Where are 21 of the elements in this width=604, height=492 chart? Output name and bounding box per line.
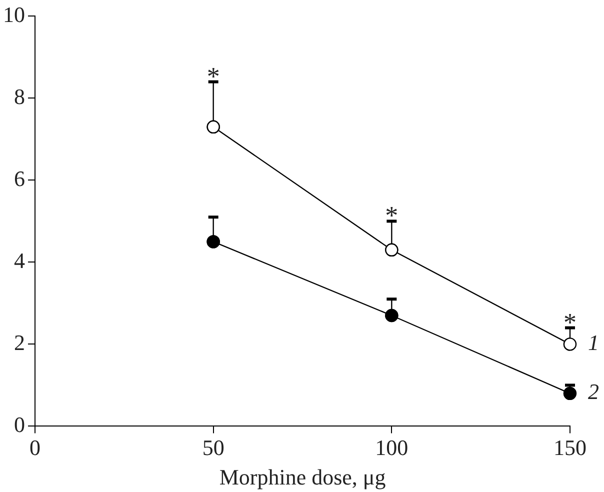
x-tick-label: 0 [30,435,40,460]
x-tick-label: 100 [375,435,408,460]
y-tick-label: 6 [14,166,25,191]
series-label: 1 [588,330,599,355]
x-tick-label: 150 [554,435,586,460]
x-axis-title: Morphine dose, μg [219,464,386,490]
y-tick-label: 8 [14,84,25,109]
series-label: 2 [588,379,599,404]
annotation: * [206,62,220,91]
y-tick-label: 2 [14,330,25,355]
point [206,235,220,248]
y-tick-label: 10 [3,2,25,27]
x-tick-label: 50 [202,435,224,460]
point [563,338,577,351]
point [385,308,398,322]
y-tick-label: 4 [14,248,25,273]
y-tick-label: 0 [14,412,25,437]
point [206,120,220,134]
point [385,243,398,256]
annotation: * [385,201,398,230]
annotation: * [564,308,576,337]
